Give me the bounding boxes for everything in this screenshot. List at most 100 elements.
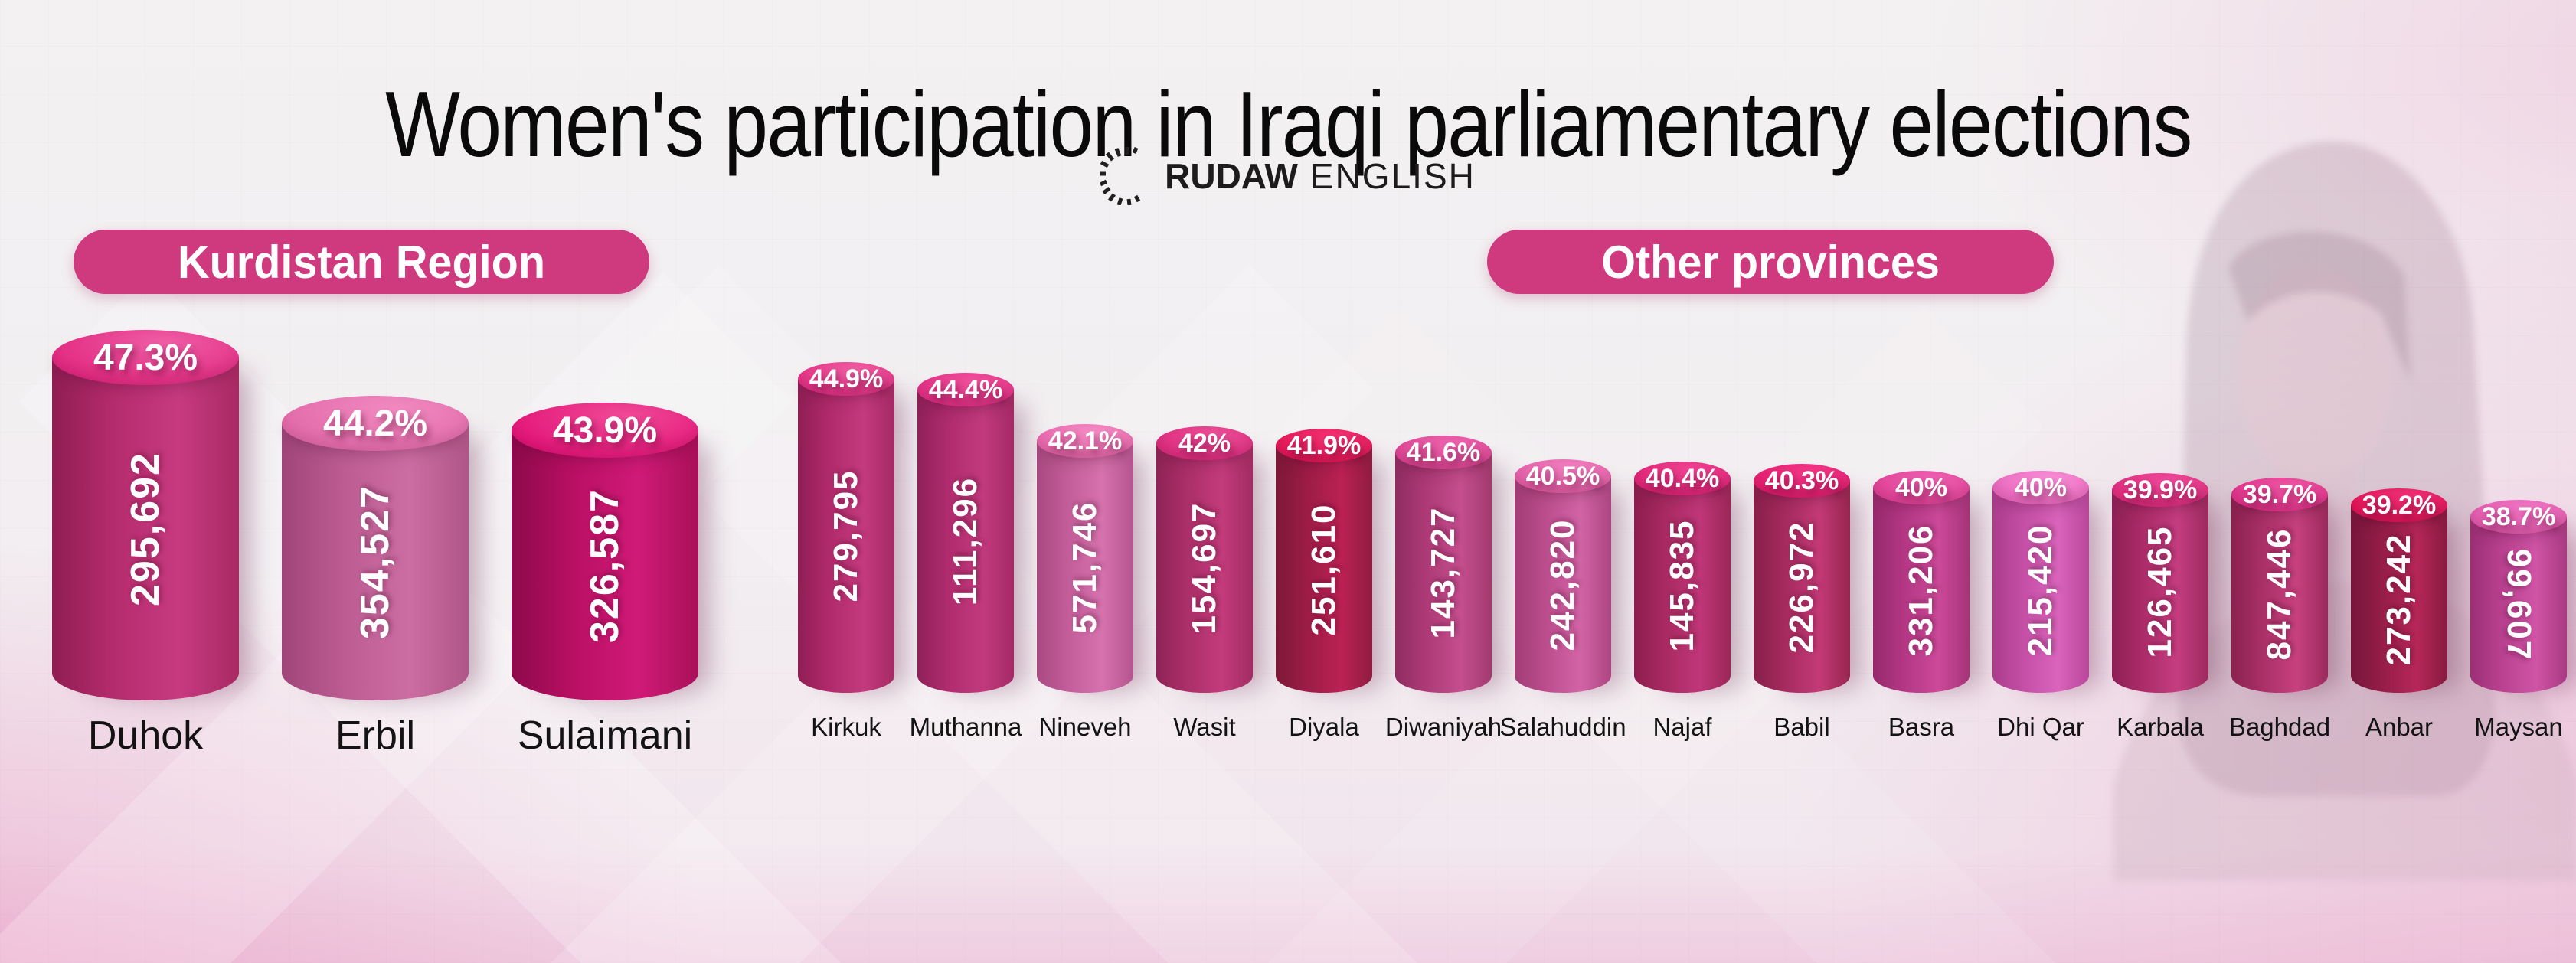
- cylinder-body: 226,972: [1754, 481, 1850, 693]
- cylinder-top: 40%: [1873, 471, 1970, 504]
- percentage-label: 40.5%: [1525, 461, 1600, 491]
- cylinder-body: 154,697: [1156, 443, 1253, 693]
- cylinder-top: 39.9%: [2112, 473, 2208, 507]
- rudaw-burst-icon: [1100, 147, 1141, 205]
- cylinder-body: 126,465: [2112, 490, 2208, 693]
- bar-diwaniyah: 41.6% 143,727 Diwaniyah: [1385, 436, 1502, 741]
- votes-count-label: 331,206: [1902, 524, 1940, 657]
- votes-count-label: 242,820: [1544, 517, 1581, 651]
- cylinder-body: 251,610: [1276, 446, 1372, 693]
- cylinder-body: 145,835: [1634, 478, 1731, 693]
- cylinder-body: 111,296: [917, 390, 1014, 693]
- cylinder-body: 242,820: [1515, 476, 1611, 693]
- province-name-label: Erbil: [335, 713, 416, 758]
- cylinder-body: 354,527: [282, 423, 469, 700]
- cylinder-top: 47.3%: [52, 330, 239, 385]
- province-name-label: Anbar: [2365, 713, 2434, 741]
- percentage-label: 39.2%: [2362, 490, 2437, 520]
- bar-najaf: 40.4% 145,835 Najaf: [1634, 462, 1731, 741]
- bar-baghdad: 39.7% 847,446 Baghdad: [2229, 478, 2330, 741]
- percentage-label: 40.4%: [1645, 463, 1720, 493]
- province-name-label: Duhok: [87, 713, 204, 758]
- cylinder-top: 40%: [1992, 471, 2089, 504]
- cylinder-top: 43.9%: [512, 403, 698, 458]
- percentage-label: 39.7%: [2242, 479, 2317, 509]
- logo-suffix-text: ENGLISH: [1309, 156, 1476, 196]
- percentage-label: 41.6%: [1406, 437, 1481, 467]
- bar-muthanna: 44.4% 111,296 Muthanna: [910, 373, 1022, 741]
- percentage-label: 44.4%: [928, 374, 1003, 404]
- cylinder-body: 215,420: [1992, 488, 2089, 693]
- votes-count-label: 111,296: [946, 476, 984, 606]
- percentage-label: 42.1%: [1048, 426, 1123, 455]
- bar-kirkuk: 44.9% 279,795 Kirkuk: [798, 362, 894, 741]
- percentage-label: 40%: [1894, 472, 1948, 502]
- cylinder-top: 44.9%: [798, 362, 894, 396]
- cylinder-body: 326,587: [512, 430, 698, 700]
- province-name-label: Baghdad: [2228, 713, 2331, 741]
- votes-count-label: 154,697: [1185, 501, 1223, 635]
- cylinder-body: 847,446: [2231, 495, 2328, 693]
- cylinder-top: 44.2%: [282, 396, 469, 451]
- province-name-label: Sulaimani: [517, 713, 693, 758]
- percentage-label: 38.7%: [2481, 501, 2556, 531]
- cylinder-body: 331,206: [1873, 488, 1970, 693]
- cylinder-top: 40.3%: [1754, 464, 1850, 498]
- province-name-label: Nineveh: [1038, 713, 1132, 741]
- votes-count-label: 226,972: [1783, 520, 1820, 654]
- province-name-label: Diwaniyah: [1384, 713, 1502, 741]
- percentage-label: 39.9%: [2123, 475, 2198, 504]
- bar-dhi-qar: 40% 215,420 Dhi Qar: [1992, 471, 2089, 741]
- votes-count-label: 354,527: [353, 485, 397, 639]
- votes-count-label: 571,746: [1066, 500, 1103, 634]
- votes-count-label: 295,692: [123, 452, 168, 606]
- bar-diyala: 41.9% 251,610 Diyala: [1276, 429, 1372, 741]
- bar-maysan: 38.7% 99,607 Maysan: [2470, 500, 2567, 741]
- rudaw-english-logo: RUDAW ENGLISH: [0, 147, 2576, 205]
- logo-brand-text: RUDAW: [1165, 156, 1298, 196]
- province-name-label: Najaf: [1652, 713, 1712, 741]
- province-name-label: Karbala: [2117, 713, 2204, 741]
- bar-duhok: 47.3% 295,692 Duhok: [52, 330, 239, 758]
- cylinder-body: 571,746: [1037, 441, 1133, 693]
- votes-count-label: 279,795: [827, 469, 865, 602]
- cylinder-top: 41.6%: [1395, 436, 1492, 469]
- bar-basra: 40% 331,206 Basra: [1873, 471, 1970, 741]
- cylinder-top: 41.9%: [1276, 429, 1372, 462]
- cylinder-top: 44.4%: [917, 373, 1014, 406]
- province-name-label: Muthanna: [909, 713, 1022, 741]
- votes-count-label: 251,610: [1305, 502, 1342, 636]
- province-name-label: Dhi Qar: [1997, 713, 2084, 741]
- votes-count-label: 847,446: [2261, 527, 2298, 661]
- badge-other-label: Other provinces: [1601, 236, 1940, 288]
- percentage-label: 47.3%: [93, 337, 198, 378]
- cylinder-top: 39.7%: [2231, 478, 2328, 511]
- cylinder-body: 279,795: [798, 379, 894, 693]
- province-name-label: Maysan: [2474, 713, 2563, 741]
- page-title: Women's participation in Iraqi parliamen…: [384, 71, 2192, 176]
- cylinder-top: 39.2%: [2351, 488, 2447, 522]
- cylinder-body: 273,242: [2351, 505, 2447, 693]
- percentage-label: 41.9%: [1286, 430, 1362, 460]
- percentage-label: 43.9%: [552, 410, 658, 451]
- votes-count-label: 143,727: [1424, 506, 1462, 639]
- votes-count-label: 215,420: [2022, 524, 2059, 657]
- votes-count-label: 145,835: [1663, 519, 1701, 652]
- province-name-label: Kirkuk: [811, 713, 881, 741]
- percentage-label: 40.3%: [1764, 465, 1839, 495]
- badge-kurdistan-region: Kurdistan Region: [74, 230, 649, 294]
- badge-kurdistan-label: Kurdistan Region: [177, 236, 545, 288]
- percentage-label: 42%: [1178, 428, 1231, 458]
- votes-count-label: 326,587: [583, 488, 627, 643]
- province-name-label: Babil: [1773, 713, 1830, 741]
- percentage-label: 44.2%: [322, 403, 428, 444]
- bar-salahuddin: 40.5% 242,820 Salahuddin: [1499, 459, 1626, 741]
- cylinder-body: 99,607: [2470, 517, 2567, 693]
- cylinder-top: 40.5%: [1515, 459, 1611, 493]
- bar-karbala: 39.9% 126,465 Karbala: [2112, 473, 2208, 741]
- province-name-label: Salahuddin: [1499, 713, 1626, 741]
- cylinder-body: 295,692: [52, 357, 239, 700]
- bar-nineveh: 42.1% 571,746 Nineveh: [1037, 424, 1133, 741]
- bar-anbar: 39.2% 273,242 Anbar: [2351, 488, 2447, 741]
